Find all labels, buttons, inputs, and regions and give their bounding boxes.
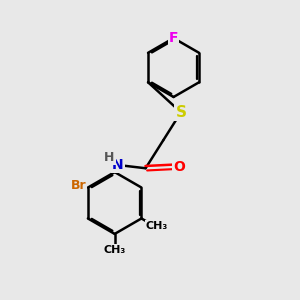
Text: O: O — [173, 160, 185, 174]
Text: S: S — [176, 105, 186, 120]
Text: CH₃: CH₃ — [103, 245, 126, 255]
Text: N: N — [112, 158, 123, 172]
Text: H: H — [104, 151, 115, 164]
Text: CH₃: CH₃ — [146, 221, 168, 231]
Text: Br: Br — [71, 179, 86, 192]
Text: F: F — [169, 31, 178, 44]
